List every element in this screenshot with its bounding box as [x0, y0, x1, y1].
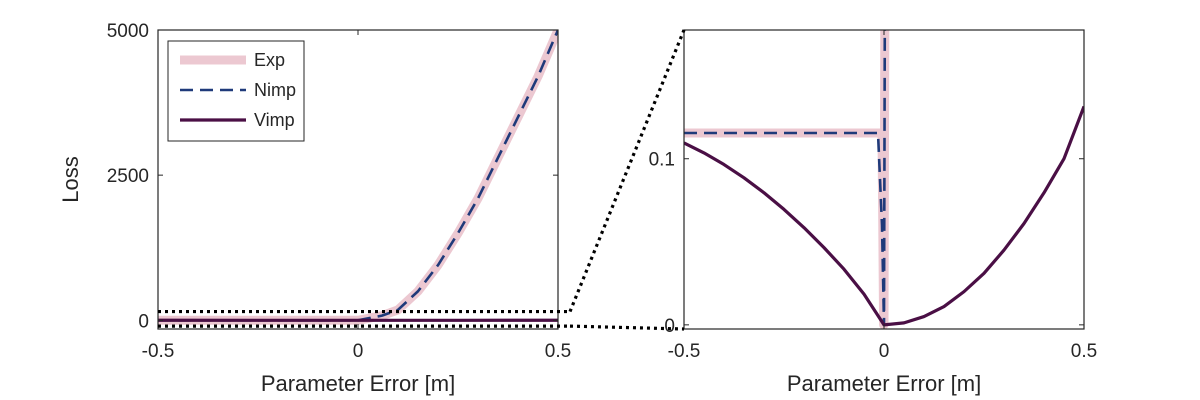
x-axis-label: Parameter Error [m] [261, 371, 455, 396]
y-tick-label: 2500 [107, 166, 149, 187]
x-tick-label: 0.5 [1071, 341, 1097, 362]
series-group [158, 30, 558, 325]
zoom-connector-bottom [569, 324, 685, 331]
x-tick-label: -0.5 [142, 341, 175, 362]
legend: Exp Nimp Vimp [167, 40, 305, 142]
x-tick-label: 0 [879, 341, 890, 362]
legend-label-nimp: Nimp [254, 80, 296, 100]
x-tick-label: -0.5 [668, 341, 701, 362]
x-tick-label: 0 [353, 341, 364, 362]
right-chart: -0.5 0 0.5 0 0.1 Parameter Error [m] [649, 29, 1097, 396]
y-tick-label: 0 [664, 316, 675, 337]
legend-label-vimp: Vimp [254, 110, 295, 130]
y-tick-label: 5000 [107, 21, 149, 42]
x-tick-label: 0.5 [545, 341, 571, 362]
x-axis-label: Parameter Error [m] [787, 371, 981, 396]
y-tick-label: 0 [138, 311, 149, 332]
zoom-connector-top [568, 29, 686, 313]
y-axis-label: Loss [58, 156, 83, 202]
zoom-connectors [158, 29, 686, 331]
y-tick-label: 0.1 [649, 150, 675, 171]
series-line-nimp [684, 30, 887, 327]
left-chart: -0.5 0 0.5 0 2500 5000 Parameter Error [m] Loss… [58, 21, 571, 396]
legend-label-exp: Exp [254, 50, 285, 70]
